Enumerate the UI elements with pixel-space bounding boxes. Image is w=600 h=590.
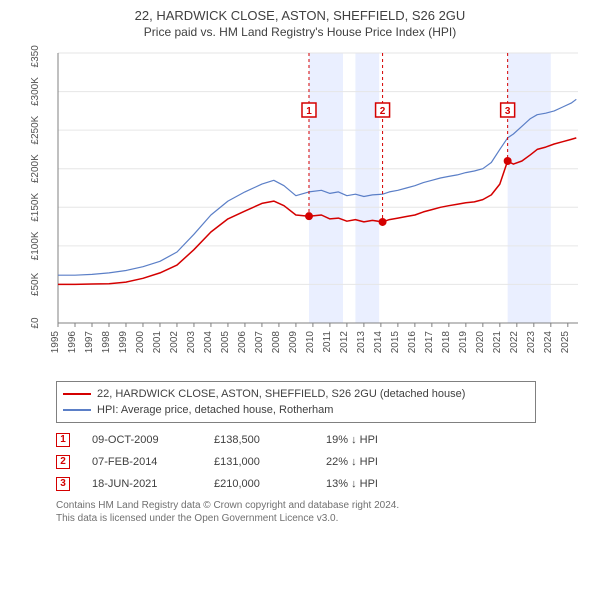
sale-table: 1 09-OCT-2009 £138,500 19% ↓ HPI 2 07-FEB-201…: [56, 429, 590, 495]
svg-text:1995: 1995: [50, 331, 61, 354]
svg-text:3: 3: [505, 106, 511, 117]
svg-text:2011: 2011: [322, 331, 333, 353]
svg-text:£300K: £300K: [30, 77, 41, 106]
sale-row: 1 09-OCT-2009 £138,500 19% ↓ HPI: [56, 429, 590, 451]
svg-text:2018: 2018: [441, 331, 452, 354]
svg-text:£50K: £50K: [30, 272, 41, 296]
svg-text:2016: 2016: [407, 331, 418, 354]
svg-text:2004: 2004: [203, 331, 214, 354]
sale-date: 09-OCT-2009: [92, 429, 192, 451]
title-address: 22, HARDWICK CLOSE, ASTON, SHEFFIELD, S2…: [10, 8, 590, 23]
attribution: Contains HM Land Registry data © Crown c…: [56, 499, 590, 525]
svg-text:2022: 2022: [509, 331, 520, 354]
svg-text:2020: 2020: [475, 331, 486, 354]
legend-item: 22, HARDWICK CLOSE, ASTON, SHEFFIELD, S2…: [63, 386, 529, 402]
svg-text:2000: 2000: [135, 331, 146, 354]
svg-text:2008: 2008: [271, 331, 282, 354]
svg-text:1: 1: [306, 106, 312, 117]
svg-text:2: 2: [380, 106, 386, 117]
svg-text:2023: 2023: [526, 331, 537, 354]
legend-label: HPI: Average price, detached house, Roth…: [97, 402, 333, 418]
svg-text:2012: 2012: [339, 331, 350, 354]
svg-text:2021: 2021: [492, 331, 503, 354]
sale-marker-icon: 1: [56, 433, 70, 447]
svg-text:2003: 2003: [186, 331, 197, 354]
sale-diff: 22% ↓ HPI: [326, 451, 416, 473]
legend-label: 22, HARDWICK CLOSE, ASTON, SHEFFIELD, S2…: [97, 386, 465, 402]
legend-swatch: [63, 393, 91, 395]
svg-text:1996: 1996: [67, 331, 78, 354]
svg-text:2005: 2005: [220, 331, 231, 354]
svg-text:1997: 1997: [84, 331, 95, 354]
sale-marker-icon: 3: [56, 477, 70, 491]
svg-text:£350K: £350K: [30, 45, 41, 67]
svg-text:2013: 2013: [356, 331, 367, 354]
svg-text:£200K: £200K: [30, 154, 41, 183]
sale-price: £210,000: [214, 473, 304, 495]
svg-text:2002: 2002: [169, 331, 180, 354]
svg-text:£100K: £100K: [30, 231, 41, 260]
svg-text:1998: 1998: [101, 331, 112, 354]
svg-text:£150K: £150K: [30, 193, 41, 222]
attribution-line: Contains HM Land Registry data © Crown c…: [56, 499, 590, 512]
svg-text:2024: 2024: [543, 331, 554, 354]
chart-plot: £0 £50K £100K £150K £200K £250K £300K £350K 1995…: [10, 45, 590, 375]
sale-price: £138,500: [214, 429, 304, 451]
sale-row: 2 07-FEB-2014 £131,000 22% ↓ HPI: [56, 451, 590, 473]
sale-price: £131,000: [214, 451, 304, 473]
title-subtitle: Price paid vs. HM Land Registry's House …: [10, 25, 590, 39]
svg-text:1999: 1999: [118, 331, 129, 354]
svg-text:2025: 2025: [560, 331, 571, 354]
chart-svg: £0 £50K £100K £150K £200K £250K £300K £350K 1995…: [10, 45, 590, 375]
svg-text:£0: £0: [30, 317, 41, 329]
attribution-line: This data is licensed under the Open Gov…: [56, 512, 590, 525]
svg-text:£250K: £250K: [30, 115, 41, 144]
svg-text:2015: 2015: [390, 331, 401, 354]
sale-row: 3 18-JUN-2021 £210,000 13% ↓ HPI: [56, 473, 590, 495]
svg-text:2006: 2006: [237, 331, 248, 354]
svg-text:2019: 2019: [458, 331, 469, 354]
svg-text:2001: 2001: [152, 331, 163, 354]
svg-text:2010: 2010: [305, 331, 316, 354]
svg-text:2017: 2017: [424, 331, 435, 354]
legend: 22, HARDWICK CLOSE, ASTON, SHEFFIELD, S2…: [56, 381, 536, 423]
legend-swatch: [63, 409, 91, 411]
sale-diff: 19% ↓ HPI: [326, 429, 416, 451]
svg-text:2014: 2014: [373, 331, 384, 354]
chart-container: 22, HARDWICK CLOSE, ASTON, SHEFFIELD, S2…: [0, 0, 600, 531]
sale-date: 07-FEB-2014: [92, 451, 192, 473]
legend-item: HPI: Average price, detached house, Roth…: [63, 402, 529, 418]
svg-text:2009: 2009: [288, 331, 299, 354]
sale-diff: 13% ↓ HPI: [326, 473, 416, 495]
sale-date: 18-JUN-2021: [92, 473, 192, 495]
svg-text:2007: 2007: [254, 331, 265, 354]
title-block: 22, HARDWICK CLOSE, ASTON, SHEFFIELD, S2…: [10, 8, 590, 39]
sale-marker-icon: 2: [56, 455, 70, 469]
